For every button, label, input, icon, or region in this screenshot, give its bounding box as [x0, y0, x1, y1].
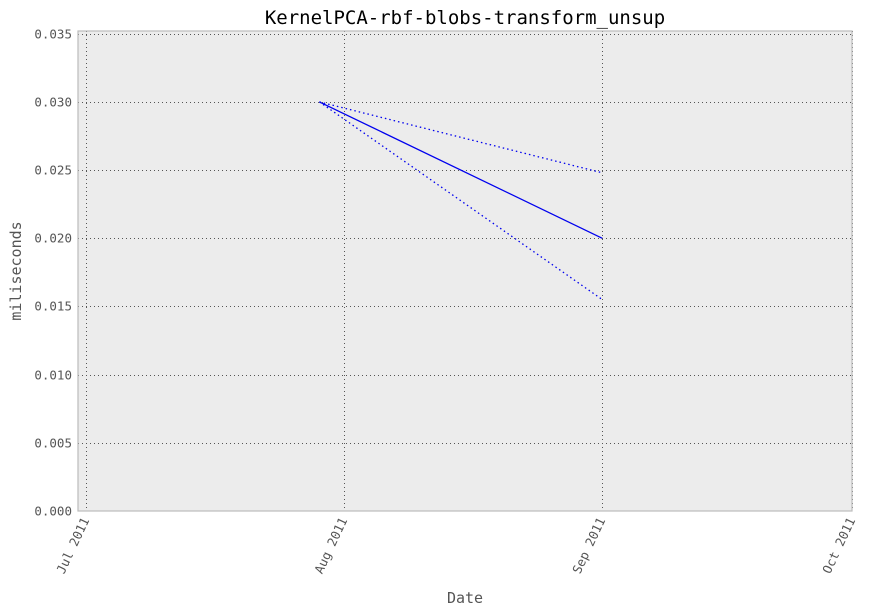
- plot-frame: [77, 30, 853, 512]
- plot-area: [78, 31, 852, 511]
- x-tick-label: Jul 2011: [53, 515, 92, 576]
- x-axis-label: Date: [447, 589, 483, 607]
- y-tick-label: 0.030: [34, 95, 72, 110]
- y-axis-label: miliseconds: [7, 221, 25, 320]
- upper-bound-line: [319, 101, 603, 174]
- y-tick-label: 0.000: [34, 504, 72, 519]
- x-tick-label: Aug 2011: [311, 515, 350, 576]
- x-tick-label: Oct 2011: [819, 515, 858, 576]
- y-tick-label: 0.035: [34, 27, 72, 42]
- y-tick-label: 0.020: [34, 231, 72, 246]
- y-tick-label: 0.005: [34, 436, 72, 451]
- mean-line: [319, 101, 603, 239]
- x-tick-label: Sep 2011: [569, 515, 608, 576]
- chart-title: KernelPCA-rbf-blobs-transform_unsup: [265, 7, 665, 29]
- y-tick-label: 0.025: [34, 163, 72, 178]
- y-tick-label: 0.010: [34, 368, 72, 383]
- series-group: [319, 101, 603, 301]
- y-tick-label: 0.015: [34, 299, 72, 314]
